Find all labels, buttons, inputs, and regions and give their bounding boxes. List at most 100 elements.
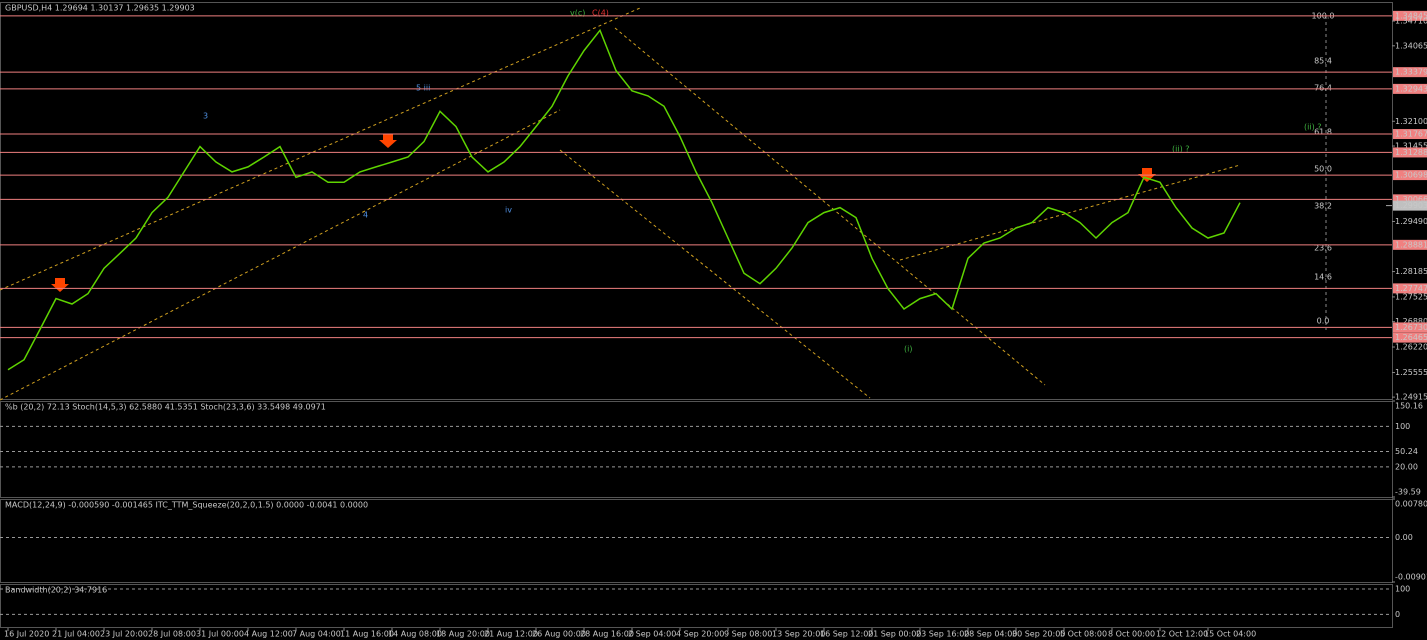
y-tick-label: 1.32943 [1395, 84, 1427, 93]
y-tick-label: 50.24 [1395, 447, 1418, 456]
x-tick-label: 18 Aug 20:00 [436, 630, 490, 639]
y-tick-label: 0.00 [1395, 533, 1413, 542]
x-tick-label: 8 Oct 00:00 [1108, 630, 1155, 639]
fib-label: 14.6 [1314, 273, 1332, 282]
level-label-bg [1393, 67, 1427, 78]
x-tick-label: 15 Oct 04:00 [1204, 630, 1256, 639]
fib-label: 76.4 [1314, 84, 1332, 93]
wave-label: (i) [904, 345, 912, 354]
y-tick-label: 1.29490 [1395, 217, 1427, 226]
arrow [379, 134, 397, 148]
y-tick-label: 1.34065 [1395, 41, 1427, 50]
x-tick-label: 21 Aug 12:00 [484, 630, 538, 639]
y-tick-label: 150.16 [1395, 402, 1423, 411]
wave-label: v(c) [570, 9, 585, 18]
y-tick-label: 1.34845 [1395, 11, 1427, 20]
channel-line [0, 7, 641, 291]
y-tick-label: 1.25555 [1395, 368, 1427, 377]
x-tick-label: 13 Sep 20:00 [772, 630, 825, 639]
y-tick-label: 1.31288 [1395, 148, 1427, 157]
x-tick-label: 4 Sep 20:00 [676, 630, 724, 639]
x-tick-label: 28 Jul 08:00 [148, 630, 196, 639]
x-tick-label: 23 Jul 20:00 [100, 630, 148, 639]
channel-lines [0, 7, 1327, 401]
fib-label: 0.0 [1317, 317, 1330, 326]
wave-label: 5 iii [416, 84, 430, 93]
level-label-bg [1393, 322, 1427, 333]
fib-label: 61.8 [1314, 128, 1332, 137]
y-tick-label: 1.27747 [1395, 284, 1427, 293]
x-tick-label: 14 Aug 08:00 [388, 630, 442, 639]
level-label-bg [1393, 10, 1427, 21]
wave-label: (ii) ? [1172, 145, 1189, 154]
y-tick-label: 100 [1395, 422, 1410, 431]
x-tick-label: 9 Sep 08:00 [724, 630, 772, 639]
x-tick-label: 21 Jul 04:00 [52, 630, 100, 639]
level-label-bg [1393, 239, 1427, 250]
level-label-bg [1393, 147, 1427, 158]
wave-label: (ii) ? [1304, 123, 1321, 132]
stoch-panel-frame [0, 401, 1393, 498]
y-tick-label: 1.29903 [1395, 201, 1427, 210]
y-tick-label: 1.34710 [1395, 17, 1427, 26]
x-tick-label: 28 Sep 04:00 [964, 630, 1017, 639]
chart-title: GBPUSD,H4 1.29694 1.30137 1.29635 1.2990… [5, 4, 195, 13]
level-label-bg [1393, 170, 1427, 181]
y-tick-label: 1.30698 [1395, 171, 1427, 180]
y-tick-label: 1.31455 [1395, 142, 1427, 151]
level-label-bg [1393, 332, 1427, 343]
wave-label: C(4) [592, 9, 609, 18]
x-tick-label: 12 Oct 12:00 [1156, 630, 1208, 639]
channel-line [559, 149, 871, 399]
fib-label: 50.0 [1314, 165, 1332, 174]
fib-label: 23.6 [1314, 244, 1332, 253]
y-tick-label: 1.32100 [1395, 117, 1427, 126]
x-tick-label: 4 Aug 12:00 [244, 630, 293, 639]
y-tick-label: -39.59 [1395, 488, 1421, 497]
y-tick-label: 0 [1395, 610, 1400, 619]
wave-label: iv [505, 206, 512, 215]
wave-label: 3 [203, 112, 208, 121]
level-label-bg [1393, 283, 1427, 294]
y-tick-label: 1.33379 [1395, 68, 1427, 77]
y-tick-label: 20.00 [1395, 462, 1418, 471]
price-line [7, 28, 1241, 371]
y-tick-label: 1.26220 [1395, 343, 1427, 352]
panel-title: Bandwidth(20,2) 34.7916 [5, 586, 107, 595]
y-tick-label: 1.26465 [1395, 333, 1427, 342]
y-tick-label: 1.31767 [1395, 130, 1427, 139]
y-tick-label: 1.28185 [1395, 267, 1427, 276]
wave-label: 4 [363, 211, 368, 220]
x-tick-label: 16 Jul 2020 [4, 630, 49, 639]
x-tick-label: 16 Sep 12:00 [820, 630, 873, 639]
channel-line [899, 164, 1241, 261]
current-price-bg [1393, 200, 1427, 211]
x-tick-label: 2 Sep 04:00 [628, 630, 676, 639]
x-tick-label: 31 Jul 00:00 [196, 630, 244, 639]
y-tick-label: -0.009012 [1395, 573, 1427, 582]
level-label-bg [1393, 83, 1427, 94]
y-tick-label: 1.26880 [1395, 317, 1427, 326]
x-tick-label: 7 Aug 04:00 [292, 630, 341, 639]
level-label-bg [1393, 194, 1427, 205]
x-tick-label: 21 Sep 00:00 [868, 630, 921, 639]
fib-label: 85.4 [1314, 57, 1332, 66]
y-tick-label: 1.27525 [1395, 292, 1427, 301]
y-tick-label: 0.007804 [1395, 500, 1427, 509]
y-tick-label: 1.28881 [1395, 240, 1427, 249]
panel-title: %b (20,2) 72.13 Stoch(14,5,3) 62.5880 41… [5, 403, 326, 412]
main-panel-frame [0, 2, 1393, 400]
y-tick-label: 1.26730 [1395, 323, 1427, 332]
panel-title: MACD(12,24,9) -0.000590 -0.001465 ITC_TT… [5, 501, 368, 510]
x-tick-label: 5 Oct 08:00 [1060, 630, 1107, 639]
x-tick-label: 30 Sep 20:00 [1012, 630, 1065, 639]
x-tick-label: 23 Sep 16:00 [916, 630, 969, 639]
y-tick-label: 1.30066 [1395, 195, 1427, 204]
arrow [51, 278, 69, 292]
x-tick-label: 28 Aug 16:00 [580, 630, 634, 639]
fib-label: 38.2 [1314, 202, 1332, 211]
y-tick-label: 1.24915 [1395, 393, 1427, 402]
x-tick-label: 26 Aug 00:00 [532, 630, 586, 639]
